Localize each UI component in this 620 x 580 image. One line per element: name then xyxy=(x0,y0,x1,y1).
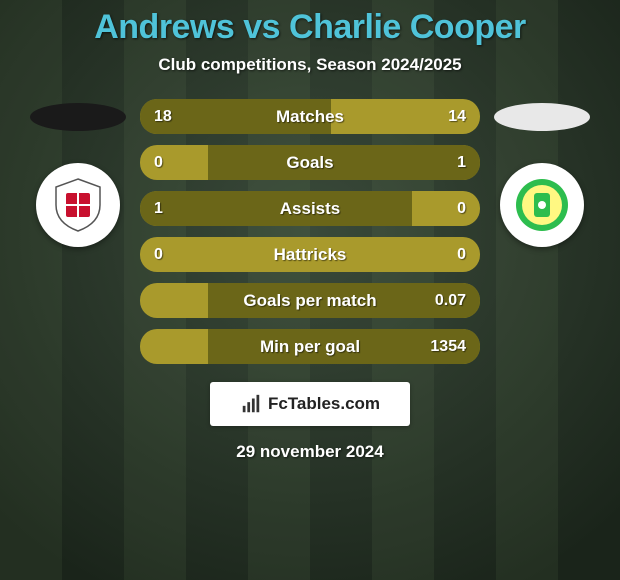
left-team-col xyxy=(28,99,128,247)
right-team-col xyxy=(492,99,592,247)
stat-left-value: 1 xyxy=(154,200,163,218)
left-team-crest xyxy=(36,163,120,247)
stat-label: Min per goal xyxy=(260,337,360,357)
stat-left-value: 0 xyxy=(154,246,163,264)
stat-right-value: 0 xyxy=(457,200,466,218)
stat-left-value: 0 xyxy=(154,154,163,172)
stat-right-value: 1354 xyxy=(430,338,466,356)
stat-bar: 18 Matches 14 xyxy=(140,99,480,134)
attribution-badge: FcTables.com xyxy=(210,382,410,426)
content-root: Andrews vs Charlie Cooper Club competiti… xyxy=(0,0,620,580)
stat-bars: 18 Matches 14 0 Goals 1 1 Assists 0 xyxy=(140,99,480,364)
stat-label: Assists xyxy=(280,199,340,219)
stat-bar: 1 Assists 0 xyxy=(140,191,480,226)
stat-right-value: 14 xyxy=(448,108,466,126)
page-subtitle: Club competitions, Season 2024/2025 xyxy=(158,55,461,75)
stat-bar: 0 Goals 1 xyxy=(140,145,480,180)
stat-right-value: 1 xyxy=(457,154,466,172)
stat-left-value: 18 xyxy=(154,108,172,126)
stat-bar: Goals per match 0.07 xyxy=(140,283,480,318)
stat-right-value: 0 xyxy=(457,246,466,264)
left-crest-icon xyxy=(48,175,108,235)
right-crest-icon xyxy=(512,175,572,235)
stat-bar-fill-left xyxy=(140,191,412,226)
chart-icon xyxy=(240,393,262,415)
left-team-shadow xyxy=(30,103,126,131)
stat-bar: 0 Hattricks 0 xyxy=(140,237,480,272)
stat-label: Goals xyxy=(286,153,333,173)
stat-label: Matches xyxy=(276,107,344,127)
stat-label: Goals per match xyxy=(243,291,376,311)
stat-label: Hattricks xyxy=(274,245,347,265)
comparison-row: 18 Matches 14 0 Goals 1 1 Assists 0 xyxy=(0,99,620,364)
footer-date: 29 november 2024 xyxy=(236,442,383,462)
right-team-shadow xyxy=(494,103,590,131)
attribution-text: FcTables.com xyxy=(268,394,380,414)
stat-bar: Min per goal 1354 xyxy=(140,329,480,364)
stat-right-value: 0.07 xyxy=(435,292,466,310)
right-team-crest xyxy=(500,163,584,247)
stat-bar-fill-right xyxy=(208,145,480,180)
page-title: Andrews vs Charlie Cooper xyxy=(94,8,526,47)
